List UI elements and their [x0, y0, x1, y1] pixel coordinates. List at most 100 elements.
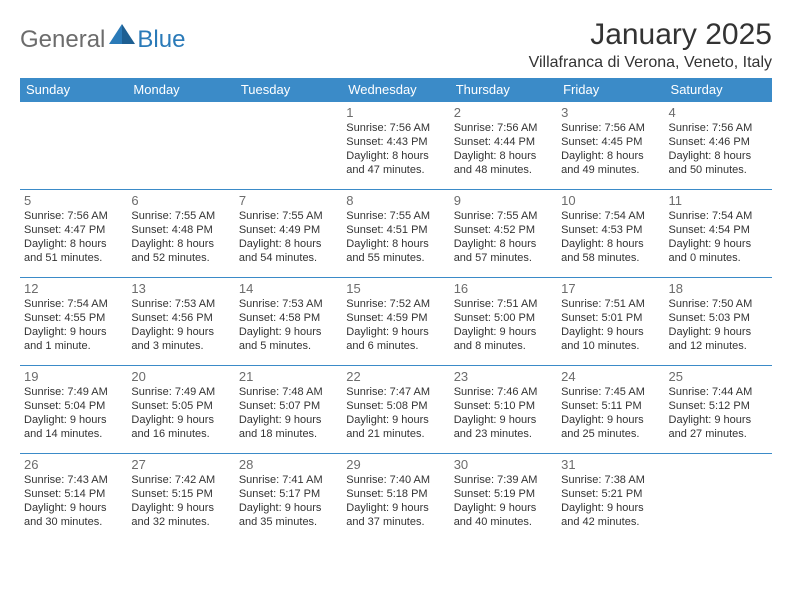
day-number: 27	[131, 457, 230, 472]
day-info: Sunrise: 7:56 AMSunset: 4:43 PMDaylight:…	[346, 121, 445, 177]
sunset-text: Sunset: 4:52 PM	[454, 223, 553, 237]
daylight-text: Daylight: 9 hours and 0 minutes.	[669, 237, 768, 265]
sunrise-text: Sunrise: 7:51 AM	[454, 297, 553, 311]
calendar-day-cell: 1Sunrise: 7:56 AMSunset: 4:43 PMDaylight…	[342, 102, 449, 190]
sunrise-text: Sunrise: 7:49 AM	[24, 385, 123, 399]
day-info: Sunrise: 7:53 AMSunset: 4:58 PMDaylight:…	[239, 297, 338, 353]
day-info: Sunrise: 7:47 AMSunset: 5:08 PMDaylight:…	[346, 385, 445, 441]
daylight-text: Daylight: 9 hours and 12 minutes.	[669, 325, 768, 353]
daylight-text: Daylight: 8 hours and 48 minutes.	[454, 149, 553, 177]
calendar-day-cell: 11Sunrise: 7:54 AMSunset: 4:54 PMDayligh…	[665, 190, 772, 278]
daylight-text: Daylight: 9 hours and 3 minutes.	[131, 325, 230, 353]
day-info: Sunrise: 7:38 AMSunset: 5:21 PMDaylight:…	[561, 473, 660, 529]
day-number: 9	[454, 193, 553, 208]
day-info: Sunrise: 7:55 AMSunset: 4:52 PMDaylight:…	[454, 209, 553, 265]
day-number: 14	[239, 281, 338, 296]
sunrise-text: Sunrise: 7:41 AM	[239, 473, 338, 487]
day-info: Sunrise: 7:49 AMSunset: 5:05 PMDaylight:…	[131, 385, 230, 441]
weekday-header: Friday	[557, 78, 664, 102]
day-number: 26	[24, 457, 123, 472]
daylight-text: Daylight: 9 hours and 21 minutes.	[346, 413, 445, 441]
daylight-text: Daylight: 8 hours and 49 minutes.	[561, 149, 660, 177]
sunrise-text: Sunrise: 7:48 AM	[239, 385, 338, 399]
calendar-day-cell: 30Sunrise: 7:39 AMSunset: 5:19 PMDayligh…	[450, 454, 557, 542]
calendar-day-cell: 27Sunrise: 7:42 AMSunset: 5:15 PMDayligh…	[127, 454, 234, 542]
daylight-text: Daylight: 9 hours and 23 minutes.	[454, 413, 553, 441]
sunrise-text: Sunrise: 7:50 AM	[669, 297, 768, 311]
day-info: Sunrise: 7:40 AMSunset: 5:18 PMDaylight:…	[346, 473, 445, 529]
day-number: 11	[669, 193, 768, 208]
sunset-text: Sunset: 4:54 PM	[669, 223, 768, 237]
day-number: 10	[561, 193, 660, 208]
day-info: Sunrise: 7:44 AMSunset: 5:12 PMDaylight:…	[669, 385, 768, 441]
day-number: 20	[131, 369, 230, 384]
calendar-day-cell: 4Sunrise: 7:56 AMSunset: 4:46 PMDaylight…	[665, 102, 772, 190]
sunset-text: Sunset: 4:48 PM	[131, 223, 230, 237]
daylight-text: Daylight: 9 hours and 27 minutes.	[669, 413, 768, 441]
calendar-day-cell	[20, 102, 127, 190]
header: General Blue January 2025 Villafranca di…	[20, 18, 772, 72]
sunset-text: Sunset: 4:49 PM	[239, 223, 338, 237]
day-info: Sunrise: 7:56 AMSunset: 4:44 PMDaylight:…	[454, 121, 553, 177]
daylight-text: Daylight: 9 hours and 10 minutes.	[561, 325, 660, 353]
calendar-day-cell: 29Sunrise: 7:40 AMSunset: 5:18 PMDayligh…	[342, 454, 449, 542]
day-info: Sunrise: 7:41 AMSunset: 5:17 PMDaylight:…	[239, 473, 338, 529]
sunrise-text: Sunrise: 7:54 AM	[24, 297, 123, 311]
day-info: Sunrise: 7:54 AMSunset: 4:53 PMDaylight:…	[561, 209, 660, 265]
daylight-text: Daylight: 8 hours and 57 minutes.	[454, 237, 553, 265]
title-block: January 2025 Villafranca di Verona, Vene…	[529, 18, 772, 72]
daylight-text: Daylight: 8 hours and 54 minutes.	[239, 237, 338, 265]
sunset-text: Sunset: 5:04 PM	[24, 399, 123, 413]
calendar-day-cell	[665, 454, 772, 542]
sunrise-text: Sunrise: 7:42 AM	[131, 473, 230, 487]
daylight-text: Daylight: 9 hours and 30 minutes.	[24, 501, 123, 529]
calendar-week-row: 12Sunrise: 7:54 AMSunset: 4:55 PMDayligh…	[20, 278, 772, 366]
sunrise-text: Sunrise: 7:55 AM	[131, 209, 230, 223]
day-info: Sunrise: 7:51 AMSunset: 5:00 PMDaylight:…	[454, 297, 553, 353]
day-number: 19	[24, 369, 123, 384]
sunset-text: Sunset: 5:10 PM	[454, 399, 553, 413]
calendar-day-cell: 14Sunrise: 7:53 AMSunset: 4:58 PMDayligh…	[235, 278, 342, 366]
sunrise-text: Sunrise: 7:54 AM	[669, 209, 768, 223]
day-number: 7	[239, 193, 338, 208]
calendar-day-cell	[235, 102, 342, 190]
daylight-text: Daylight: 8 hours and 55 minutes.	[346, 237, 445, 265]
sunrise-text: Sunrise: 7:56 AM	[669, 121, 768, 135]
sunset-text: Sunset: 5:00 PM	[454, 311, 553, 325]
weekday-header: Wednesday	[342, 78, 449, 102]
sunrise-text: Sunrise: 7:55 AM	[239, 209, 338, 223]
calendar-day-cell: 6Sunrise: 7:55 AMSunset: 4:48 PMDaylight…	[127, 190, 234, 278]
sunrise-text: Sunrise: 7:43 AM	[24, 473, 123, 487]
sunset-text: Sunset: 4:43 PM	[346, 135, 445, 149]
day-info: Sunrise: 7:56 AMSunset: 4:46 PMDaylight:…	[669, 121, 768, 177]
day-info: Sunrise: 7:48 AMSunset: 5:07 PMDaylight:…	[239, 385, 338, 441]
calendar-day-cell: 16Sunrise: 7:51 AMSunset: 5:00 PMDayligh…	[450, 278, 557, 366]
sunrise-text: Sunrise: 7:56 AM	[561, 121, 660, 135]
sunset-text: Sunset: 5:19 PM	[454, 487, 553, 501]
daylight-text: Daylight: 9 hours and 35 minutes.	[239, 501, 338, 529]
day-number: 30	[454, 457, 553, 472]
day-info: Sunrise: 7:55 AMSunset: 4:48 PMDaylight:…	[131, 209, 230, 265]
sunrise-text: Sunrise: 7:49 AM	[131, 385, 230, 399]
sunset-text: Sunset: 5:07 PM	[239, 399, 338, 413]
daylight-text: Daylight: 8 hours and 58 minutes.	[561, 237, 660, 265]
day-number: 28	[239, 457, 338, 472]
sunrise-text: Sunrise: 7:54 AM	[561, 209, 660, 223]
sunrise-text: Sunrise: 7:56 AM	[346, 121, 445, 135]
sunrise-text: Sunrise: 7:52 AM	[346, 297, 445, 311]
sunset-text: Sunset: 5:03 PM	[669, 311, 768, 325]
sunrise-text: Sunrise: 7:55 AM	[346, 209, 445, 223]
sunrise-text: Sunrise: 7:39 AM	[454, 473, 553, 487]
day-number: 24	[561, 369, 660, 384]
day-number: 22	[346, 369, 445, 384]
sunrise-text: Sunrise: 7:38 AM	[561, 473, 660, 487]
calendar-day-cell: 12Sunrise: 7:54 AMSunset: 4:55 PMDayligh…	[20, 278, 127, 366]
calendar-day-cell: 10Sunrise: 7:54 AMSunset: 4:53 PMDayligh…	[557, 190, 664, 278]
day-info: Sunrise: 7:56 AMSunset: 4:45 PMDaylight:…	[561, 121, 660, 177]
daylight-text: Daylight: 8 hours and 52 minutes.	[131, 237, 230, 265]
day-number: 31	[561, 457, 660, 472]
sunset-text: Sunset: 5:14 PM	[24, 487, 123, 501]
weekday-header: Saturday	[665, 78, 772, 102]
calendar-day-cell: 2Sunrise: 7:56 AMSunset: 4:44 PMDaylight…	[450, 102, 557, 190]
day-info: Sunrise: 7:56 AMSunset: 4:47 PMDaylight:…	[24, 209, 123, 265]
